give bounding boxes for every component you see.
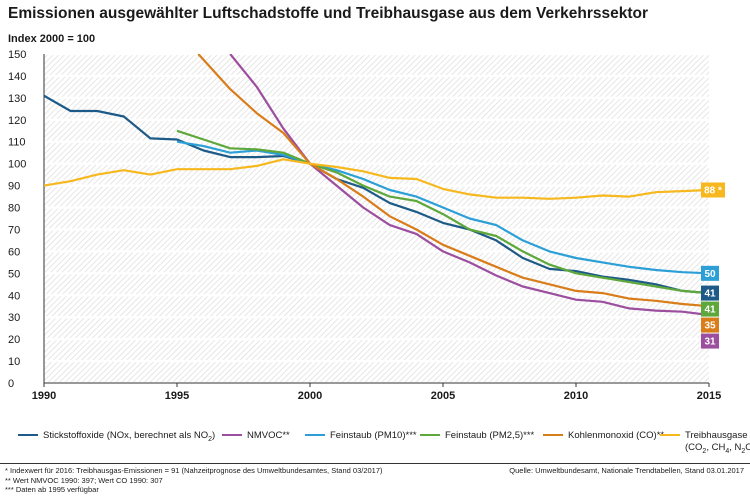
legend-swatch-ghg [660,434,680,437]
y-tick-label: 70 [8,224,20,236]
y-tick-label: 130 [8,93,26,105]
y-tick-label: 90 [8,181,20,193]
x-tick-label: 2000 [298,390,322,402]
x-tick-label: 2015 [697,390,721,402]
series-line-4 [197,54,709,308]
footnote-3: *** Daten ab 1995 verfügbar [5,485,99,494]
ghg-part: , N [729,442,742,453]
end-value-badge [701,182,725,198]
ghg-sub: 4 [725,447,730,455]
ghg-part: (CO [685,442,703,453]
y-tick-label: 120 [8,115,26,127]
footnote-2: ** Wert NMVOC 1990: 397; Wert CO 1990: 3… [5,475,163,485]
end-value-badge [701,317,719,333]
end-value-badge [701,301,719,317]
y-tick-label: 50 [8,268,20,280]
legend-label-nmvoc: NMVOC** [247,430,290,441]
footnotes: * Indexwert für 2016: Treibhausgas-Emiss… [5,466,383,495]
end-value-badge [701,285,719,301]
y-tick-label: 60 [8,246,20,258]
legend-swatch-co [543,434,563,437]
legend-ghg-formula: (CO2, CH4, N2O) [685,442,750,455]
legend-swatch-pm25 [420,434,440,437]
legend-item-ghg: Treibhausgase (CO2, CH4, N2O) [660,430,750,458]
legend-subscript: 2 [208,435,212,443]
y-tick-label: 110 [8,137,26,149]
legend-label-nox: Stickstoffoxide (NOx, berechnet als NO [43,430,209,441]
y-tick-label: 30 [8,312,20,324]
legend-item-nmvoc: NMVOC** [222,430,290,442]
x-tick-label: 1990 [32,390,56,402]
series-line-2 [176,140,709,275]
y-tick-label: 140 [8,71,26,83]
y-axis-label: Index 2000 = 100 [8,33,95,45]
x-tick-label: 2005 [431,390,455,402]
ghg-sub: 2 [702,447,707,455]
end-value-label: 50 [704,269,716,280]
chart-title: Emissionen ausgewählter Luftschadstoffe … [8,5,649,22]
legend-label-co: Kohlenmonoxid (CO)** [568,430,665,441]
end-value-label: 35 [704,321,716,332]
legend-label-pm10: Feinstaub (PM10)*** [330,430,417,441]
footnote-1: * Indexwert für 2016: Treibhausgas-Emiss… [5,466,383,475]
series-line-0 [44,94,709,295]
series-line-3 [176,129,709,295]
legend-label-pm25: Feinstaub (PM2,5)*** [445,430,535,441]
footer-divider [0,463,750,464]
end-value-badge [701,265,719,281]
y-tick-label: 40 [8,290,20,302]
y-tick-label: 80 [8,203,20,215]
plot-area [44,54,709,383]
source-note: Quelle: Umweltbundesamt, Nationale Trend… [509,466,744,475]
y-tick-label: 150 [8,49,26,61]
y-tick-label: 20 [8,334,20,346]
end-value-label: 41 [704,289,716,300]
legend-item-pm25: Feinstaub (PM2,5)*** [420,430,534,442]
end-value-label: 41 [704,305,716,316]
y-tick-label: 0 [8,378,14,390]
y-tick-label: 10 [8,356,20,368]
end-value-badge [701,333,719,349]
line-chart: 0 10 20 30 40 50 60 70 80 90 100 110 120 130 140 150 199… [8,33,725,402]
ghg-part: , CH [706,442,726,453]
legend-paren: ) [212,430,216,441]
series-line-5 [44,158,709,200]
legend-swatch-nox [18,434,38,437]
ghg-part: O) [745,442,750,453]
x-tick-label: 1995 [165,390,189,402]
legend: Stickstoffoxide (NOx, berechnet als NO2)… [10,430,750,460]
end-value-label: 88 * [704,185,722,196]
y-tick-label: 100 [8,159,26,171]
legend-item-nox: Stickstoffoxide (NOx, berechnet als NO2) [18,430,215,446]
legend-swatch-nmvoc [222,434,242,437]
x-tick-label: 2010 [564,390,588,402]
end-value-label: 31 [704,337,716,348]
legend-label-ghg: Treibhausgase [685,430,748,441]
legend-item-pm10: Feinstaub (PM10)*** [305,430,417,442]
legend-item-co: Kohlenmonoxid (CO)** [543,430,664,442]
legend-swatch-pm10 [305,434,325,437]
ghg-sub: 2 [741,447,746,455]
